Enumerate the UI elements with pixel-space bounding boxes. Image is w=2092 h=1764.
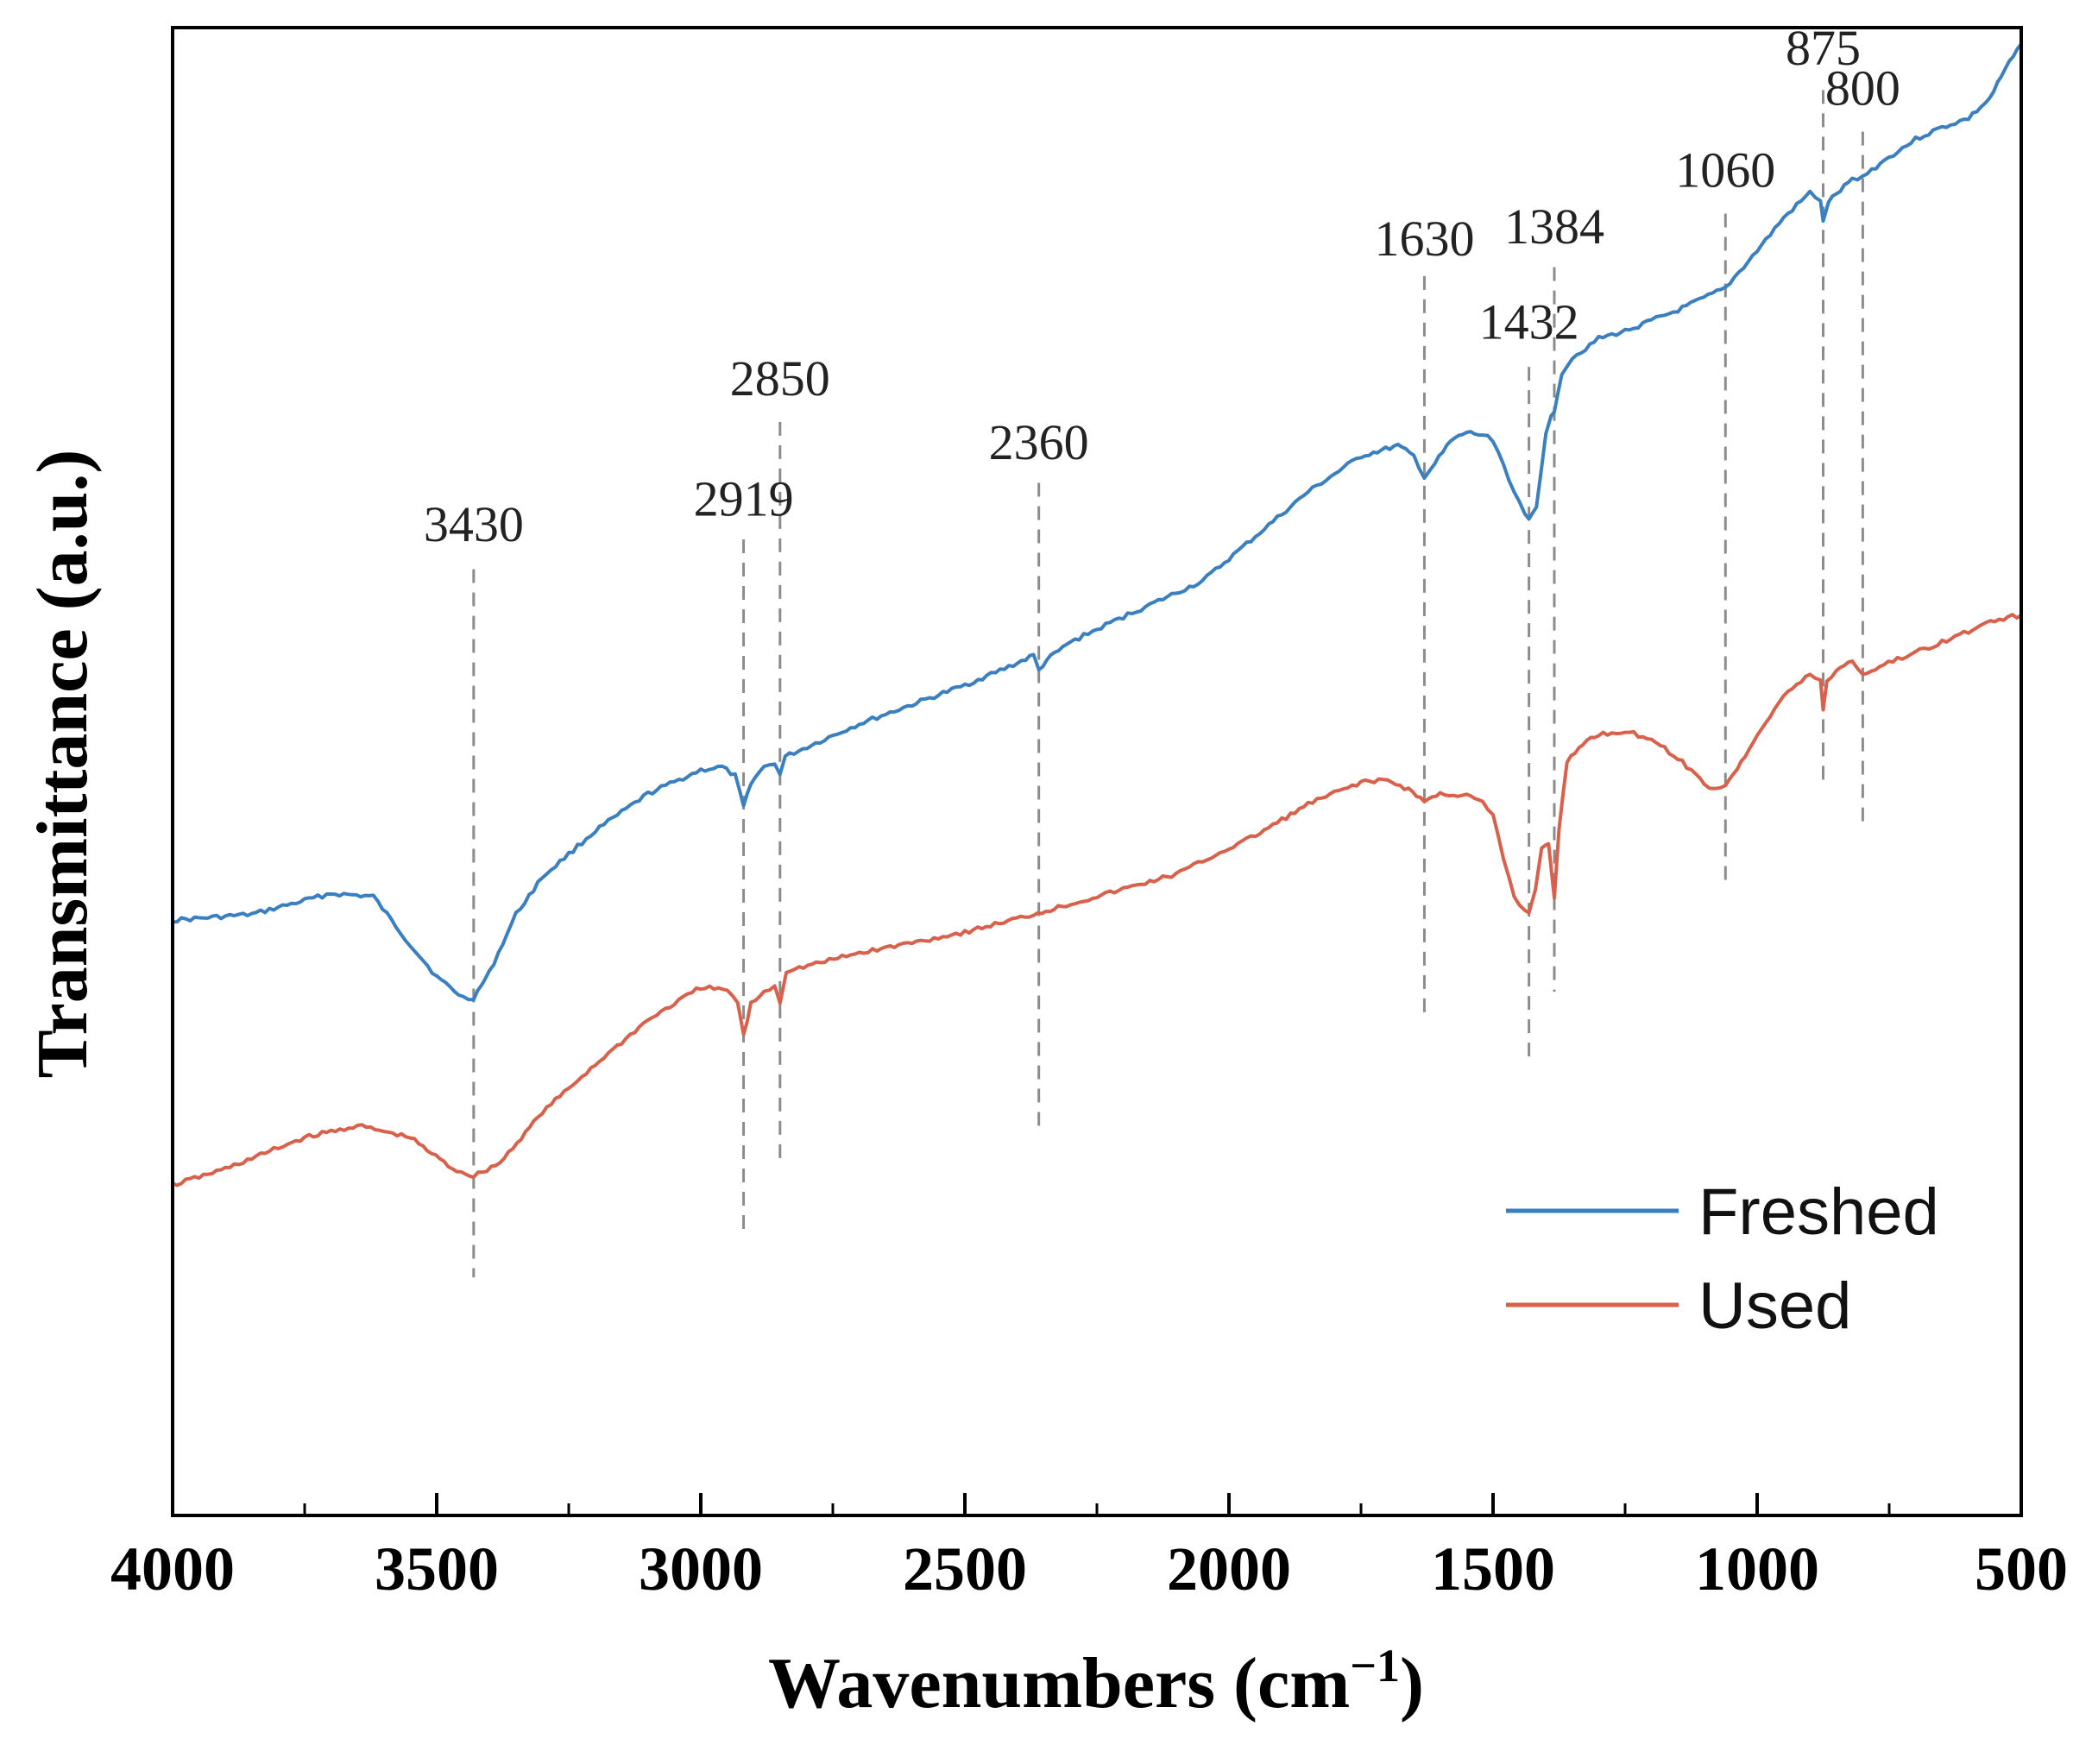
x-tick-label: 3000 xyxy=(639,1534,763,1603)
peak-guide-layer xyxy=(472,90,1864,1278)
x-axis-ticks: 4000 3500 3000 2500 2000 1500 1000 500 xyxy=(110,1493,2068,1603)
series-layer xyxy=(172,42,2023,1188)
x-tick-label: 500 xyxy=(1975,1534,2068,1603)
y-axis-title: Transmittance (a.u.) xyxy=(22,450,103,1079)
peak-label-1432: 1432 xyxy=(1479,293,1579,350)
x-tick-label: 1500 xyxy=(1431,1534,1555,1603)
legend-label-used: Used xyxy=(1698,1269,1851,1343)
x-tick-label: 3500 xyxy=(375,1534,499,1603)
peak-label-1384: 1384 xyxy=(1504,198,1604,255)
legend-label-freshed: Freshed xyxy=(1698,1175,1939,1249)
x-tick-label: 2500 xyxy=(903,1534,1027,1603)
peak-label-800: 800 xyxy=(1825,60,1900,117)
peak-label-1060: 1060 xyxy=(1675,142,1775,198)
x-tick-label: 1000 xyxy=(1695,1534,1819,1603)
x-axis-title: Wavenumbers (cm−1) xyxy=(768,1640,1424,1723)
peak-label-1630: 1630 xyxy=(1374,211,1474,267)
x-axis-title-main: Wavenumbers (cm xyxy=(768,1643,1350,1723)
x-tick-label: 2000 xyxy=(1167,1534,1291,1603)
series-line-freshed xyxy=(172,42,2023,1002)
peak-label-3430: 3430 xyxy=(424,496,524,552)
peak-label-2850: 2850 xyxy=(730,350,830,406)
peak-label-2919: 2919 xyxy=(694,470,794,526)
legend: Freshed Used xyxy=(1506,1175,1939,1343)
x-axis-title-close: ) xyxy=(1400,1643,1424,1723)
peak-label-2360: 2360 xyxy=(989,414,1089,470)
x-tick-label: 4000 xyxy=(110,1534,235,1603)
x-axis-title-superscript: −1 xyxy=(1350,1640,1400,1692)
series-line-used xyxy=(172,613,2023,1188)
